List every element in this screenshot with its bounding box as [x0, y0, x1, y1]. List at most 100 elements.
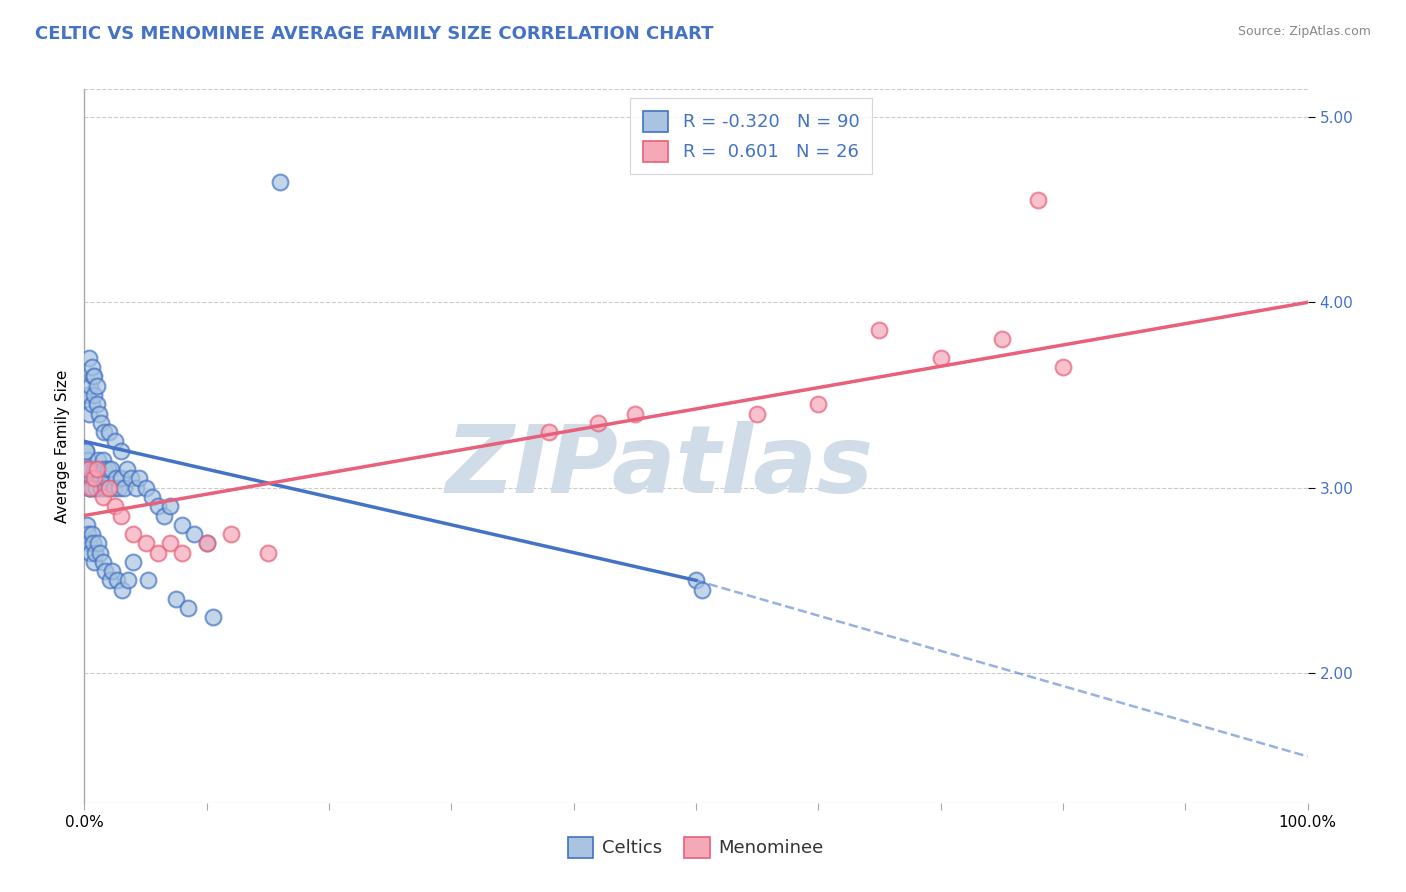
Point [146, 500, 169, 514]
Y-axis label: Average Family Size: Average Family Size [55, 369, 70, 523]
Point [82, 471, 104, 485]
Point [82, 481, 104, 495]
Point [105, 574, 128, 588]
Point [690, 582, 713, 597]
Point [269, 175, 291, 189]
Point [77, 481, 100, 495]
Point [257, 545, 280, 559]
Point [83, 369, 105, 384]
Point [807, 397, 830, 411]
Point [87, 407, 110, 421]
Point [80, 471, 103, 485]
Text: CELTIC VS MENOMINEE AVERAGE FAMILY SIZE CORRELATION CHART: CELTIC VS MENOMINEE AVERAGE FAMILY SIZE … [35, 25, 714, 43]
Point [1052, 360, 1074, 375]
Point [77, 388, 100, 402]
Point [77, 471, 100, 485]
Point [97, 462, 120, 476]
Point [94, 564, 117, 578]
Point [100, 462, 122, 476]
Point [89, 545, 111, 559]
Point [83, 555, 105, 569]
Point [76, 462, 98, 476]
Point [83, 471, 105, 485]
Point [159, 536, 181, 550]
Point [86, 471, 108, 485]
Point [86, 397, 108, 411]
Point [104, 500, 127, 514]
Point [110, 471, 132, 485]
Point [90, 481, 112, 495]
Point [183, 527, 205, 541]
Point [77, 462, 100, 476]
Point [87, 453, 110, 467]
Point [685, 574, 707, 588]
Point [111, 582, 134, 597]
Point [97, 425, 120, 439]
Point [115, 462, 138, 476]
Point [86, 378, 108, 392]
Point [82, 536, 104, 550]
Point [77, 453, 100, 467]
Text: Source: ZipAtlas.com: Source: ZipAtlas.com [1237, 25, 1371, 38]
Point [146, 545, 169, 559]
Point [929, 351, 952, 365]
Point [79, 462, 101, 476]
Point [1028, 194, 1050, 208]
Point [79, 545, 101, 559]
Point [94, 481, 117, 495]
Point [135, 481, 157, 495]
Point [91, 453, 114, 467]
Point [122, 527, 145, 541]
Point [77, 407, 100, 421]
Point [159, 500, 181, 514]
Point [84, 481, 107, 495]
Point [104, 434, 127, 449]
Point [90, 416, 112, 430]
Point [120, 471, 142, 485]
Point [153, 508, 176, 523]
Point [195, 536, 218, 550]
Point [80, 397, 103, 411]
Point [125, 481, 148, 495]
Point [79, 481, 101, 495]
Point [87, 462, 110, 476]
Point [101, 564, 124, 578]
Point [195, 536, 218, 550]
Point [107, 481, 129, 495]
Point [122, 555, 145, 569]
Point [110, 508, 132, 523]
Point [97, 481, 120, 495]
Point [110, 443, 132, 458]
Point [538, 425, 561, 439]
Point [83, 462, 105, 476]
Point [86, 462, 108, 476]
Point [136, 574, 159, 588]
Point [219, 527, 242, 541]
Point [172, 545, 194, 559]
Point [83, 471, 105, 485]
Point [117, 574, 139, 588]
Point [75, 443, 97, 458]
Point [172, 517, 194, 532]
Text: ZIPatlas: ZIPatlas [446, 421, 873, 514]
Point [83, 462, 105, 476]
Point [96, 471, 118, 485]
Point [586, 416, 609, 430]
Point [79, 481, 101, 495]
Point [98, 574, 121, 588]
Point [112, 481, 135, 495]
Point [177, 601, 200, 615]
Point [91, 555, 114, 569]
Point [869, 323, 891, 337]
Point [141, 490, 163, 504]
Point [87, 536, 110, 550]
Point [747, 407, 769, 421]
Point [105, 471, 128, 485]
Point [991, 333, 1014, 347]
Point [128, 471, 150, 485]
Point [624, 407, 647, 421]
Point [79, 378, 101, 392]
Point [103, 481, 125, 495]
Point [82, 369, 104, 384]
Point [76, 517, 98, 532]
